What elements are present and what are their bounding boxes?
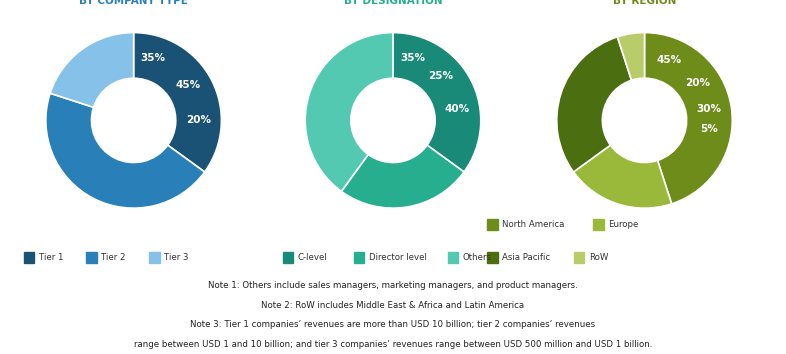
- Text: Director level: Director level: [369, 253, 427, 262]
- Text: 40%: 40%: [444, 104, 469, 114]
- Text: 20%: 20%: [186, 115, 211, 125]
- Wedge shape: [50, 33, 134, 107]
- Title: BY DESIGNATION: BY DESIGNATION: [343, 0, 443, 6]
- Wedge shape: [46, 93, 204, 208]
- Text: Tier 1: Tier 1: [39, 253, 63, 262]
- Text: Others: Others: [463, 253, 492, 262]
- FancyBboxPatch shape: [487, 219, 498, 230]
- Text: 35%: 35%: [400, 53, 425, 63]
- Wedge shape: [574, 145, 672, 208]
- Text: Asia Pacific: Asia Pacific: [502, 253, 550, 262]
- Wedge shape: [341, 145, 464, 208]
- Text: Note 3: Tier 1 companies’ revenues are more than USD 10 billion; tier 2 companie: Note 3: Tier 1 companies’ revenues are m…: [190, 320, 596, 329]
- FancyBboxPatch shape: [448, 252, 458, 263]
- FancyBboxPatch shape: [283, 252, 293, 263]
- Text: Note 2: RoW includes Middle East & Africa and Latin America: Note 2: RoW includes Middle East & Afric…: [262, 301, 524, 310]
- FancyBboxPatch shape: [149, 252, 160, 263]
- Text: 25%: 25%: [428, 72, 454, 81]
- FancyBboxPatch shape: [593, 219, 604, 230]
- Text: Tier 3: Tier 3: [164, 253, 189, 262]
- Text: 45%: 45%: [657, 55, 682, 65]
- Wedge shape: [617, 33, 645, 80]
- Text: North America: North America: [502, 220, 564, 229]
- Text: 45%: 45%: [176, 80, 201, 91]
- Text: 35%: 35%: [141, 53, 166, 63]
- FancyBboxPatch shape: [574, 252, 584, 263]
- FancyBboxPatch shape: [24, 252, 34, 263]
- FancyBboxPatch shape: [86, 252, 97, 263]
- Text: 20%: 20%: [685, 78, 711, 88]
- Text: Tier 2: Tier 2: [101, 253, 126, 262]
- Text: Europe: Europe: [608, 220, 639, 229]
- Wedge shape: [305, 33, 393, 192]
- FancyBboxPatch shape: [354, 252, 364, 263]
- Title: BY REGION: BY REGION: [613, 0, 676, 6]
- Wedge shape: [556, 37, 631, 172]
- Text: 5%: 5%: [700, 124, 718, 134]
- Text: C-level: C-level: [298, 253, 328, 262]
- Wedge shape: [393, 33, 481, 172]
- Text: Note 1: Others include sales managers, marketing managers, and product managers.: Note 1: Others include sales managers, m…: [208, 281, 578, 290]
- Wedge shape: [645, 33, 733, 204]
- Title: BY COMPANY TYPE: BY COMPANY TYPE: [79, 0, 188, 6]
- Text: RoW: RoW: [589, 253, 608, 262]
- Wedge shape: [134, 33, 222, 172]
- FancyBboxPatch shape: [487, 252, 498, 263]
- Text: 30%: 30%: [696, 104, 721, 114]
- Text: range between USD 1 and 10 billion; and tier 3 companies’ revenues range between: range between USD 1 and 10 billion; and …: [134, 340, 652, 349]
